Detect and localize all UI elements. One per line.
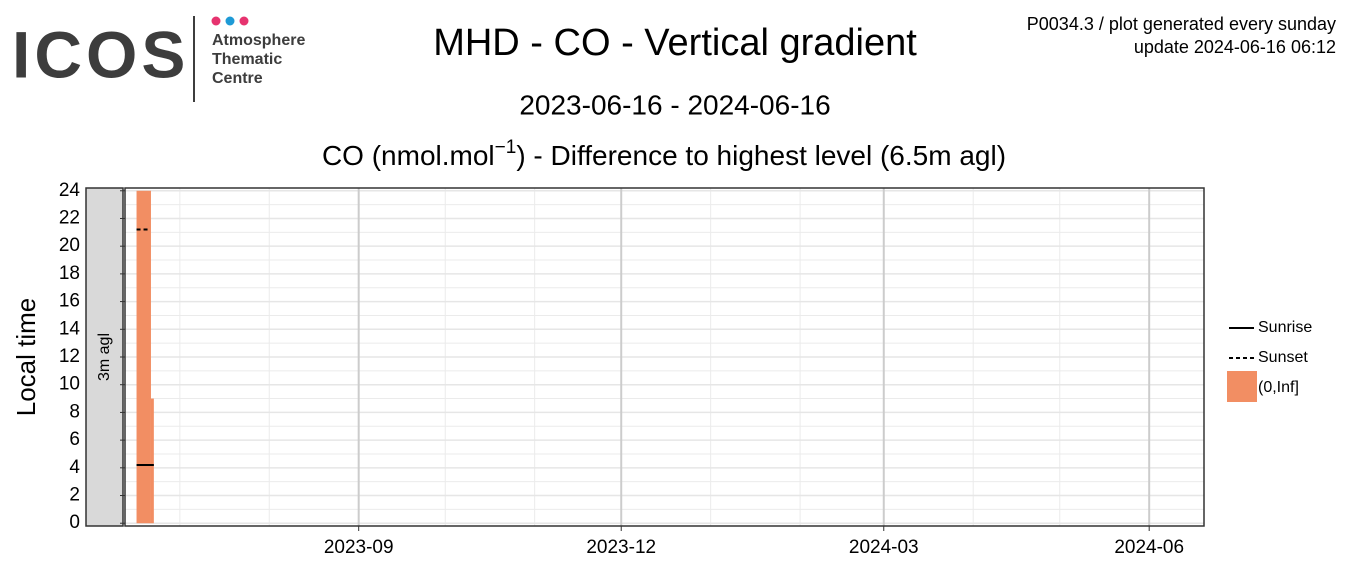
y-tick-label: 16 <box>59 291 80 312</box>
x-tick-label: 2024-03 <box>849 537 919 558</box>
plot-title-part: CO (nmol.mol <box>322 140 495 171</box>
logo-text: Thematic <box>212 51 282 68</box>
tile <box>136 190 151 524</box>
tile <box>150 398 154 524</box>
plot-title: CO (nmol.mol−1) - Difference to highest … <box>322 137 1006 171</box>
logo-name: ICOS <box>12 17 189 91</box>
y-tick-label: 24 <box>59 180 81 201</box>
plot-title-part: ) - Difference to highest level (6.5m ag… <box>516 140 1006 171</box>
x-tick-label: 2023-12 <box>586 537 656 558</box>
x-tick-label: 2023-09 <box>324 537 394 558</box>
chart-title: MHD - CO - Vertical gradient <box>433 22 917 64</box>
subtitle: 2023-06-16 - 2024-06-16 <box>519 89 830 120</box>
y-tick-label: 2 <box>69 485 80 506</box>
y-tick-label: 20 <box>59 235 80 256</box>
legend-label: (0,Inf] <box>1258 379 1299 396</box>
y-tick-label: 14 <box>59 318 81 339</box>
legend-key <box>1227 371 1257 402</box>
logo-dot <box>211 16 221 26</box>
y-tick-label: 10 <box>59 374 80 395</box>
y-tick-label: 22 <box>59 207 80 228</box>
logo-text: Atmosphere <box>212 32 305 49</box>
y-tick-label: 4 <box>69 457 80 478</box>
facet-label: 3m agl <box>96 333 113 381</box>
plot-border <box>124 187 1205 527</box>
logo-dot <box>225 16 235 26</box>
legend-label: Sunrise <box>1258 319 1312 336</box>
logo-text: Centre <box>212 70 263 87</box>
logo-dot <box>239 16 249 26</box>
y-tick-label: 6 <box>69 429 80 450</box>
legend-label: Sunset <box>1258 349 1308 366</box>
y-tick-label: 8 <box>69 401 80 422</box>
info-text: update 2024-06-16 06:12 <box>1134 37 1336 57</box>
y-axis-label: Local time <box>11 298 41 417</box>
info-text: P0034.3 / plot generated every sunday <box>1027 14 1336 34</box>
y-tick-label: 0 <box>69 512 80 533</box>
y-tick-label: 12 <box>59 346 80 367</box>
x-tick-label: 2024-06 <box>1114 537 1184 558</box>
plot-title-sup: −1 <box>495 137 517 158</box>
y-tick-label: 18 <box>59 263 80 284</box>
